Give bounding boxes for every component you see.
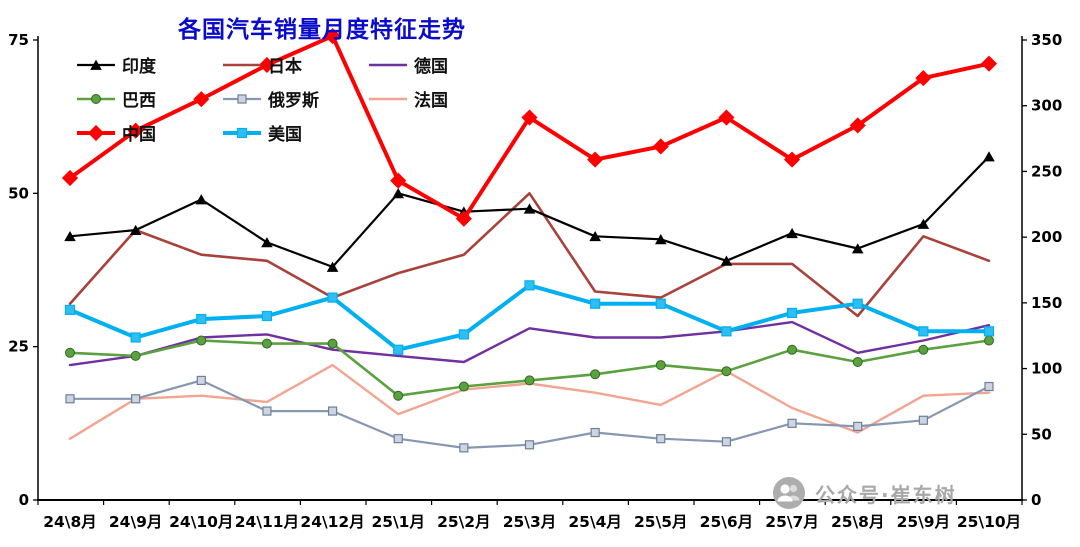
series-俄罗斯 <box>65 375 994 453</box>
svg-text:25\4月: 25\4月 <box>568 513 622 531</box>
svg-text:75: 75 <box>8 31 29 49</box>
series-中国 <box>61 27 998 227</box>
legend-label-russia: 俄罗斯 <box>268 91 319 111</box>
svg-text:25\1月: 25\1月 <box>371 513 425 531</box>
svg-text:0: 0 <box>1031 491 1041 509</box>
svg-text:25: 25 <box>8 338 29 356</box>
legend-label-china: 中国 <box>122 125 156 145</box>
legend-label-france: 法国 <box>414 91 448 111</box>
series-美国 <box>64 280 995 355</box>
legend-item-china: 中国 <box>76 120 222 145</box>
svg-text:50: 50 <box>1031 425 1052 443</box>
russia-line-swatch <box>223 93 261 104</box>
france-line-swatch <box>369 97 407 100</box>
svg-text:0: 0 <box>19 491 29 509</box>
svg-text:100: 100 <box>1031 360 1062 378</box>
people-icon <box>773 477 805 509</box>
india-line-swatch <box>77 59 115 70</box>
svg-text:24\9月: 24\9月 <box>109 513 163 531</box>
legend-item-us: 美国 <box>222 120 368 145</box>
svg-text:24\8月: 24\8月 <box>43 513 97 531</box>
legend-label-india: 印度 <box>122 57 156 77</box>
japan-line-swatch <box>223 63 261 66</box>
legend-item-france: 法国 <box>368 86 538 111</box>
series-印度 <box>64 151 995 272</box>
chart-title: 各国汽车销量月度特征走势 <box>178 17 466 43</box>
germany-line-swatch <box>369 63 407 66</box>
svg-text:25\9月: 25\9月 <box>897 513 951 531</box>
svg-text:25\6月: 25\6月 <box>700 513 754 531</box>
svg-text:25\10月: 25\10月 <box>957 513 1021 531</box>
svg-text:300: 300 <box>1031 97 1062 115</box>
watermark: 公众号·崔东树 <box>772 476 957 510</box>
series-日本 <box>68 192 991 318</box>
svg-text:50: 50 <box>8 184 29 202</box>
svg-text:200: 200 <box>1031 228 1062 246</box>
svg-text:25\8月: 25\8月 <box>831 513 885 531</box>
svg-text:25\5月: 25\5月 <box>634 513 688 531</box>
svg-text:25\2月: 25\2月 <box>437 513 491 531</box>
legend-item-india: 印度 <box>76 52 222 77</box>
legend-item-germany: 德国 <box>368 52 538 77</box>
svg-text:250: 250 <box>1031 162 1062 180</box>
series-巴西 <box>65 335 994 401</box>
svg-text:350: 350 <box>1031 31 1062 49</box>
legend-label-brazil: 巴西 <box>122 91 156 111</box>
svg-text:25\3月: 25\3月 <box>503 513 557 531</box>
us-line-swatch <box>223 127 261 138</box>
legend: 印度 日本 德国 巴西 俄罗斯 法国 中国 美国 <box>76 52 538 145</box>
legend-label-us: 美国 <box>268 125 302 145</box>
watermark-text: 公众号·崔东树 <box>815 482 957 507</box>
svg-text:24\11月: 24\11月 <box>235 513 299 531</box>
legend-label-japan: 日本 <box>268 57 302 77</box>
series-德国 <box>68 320 991 367</box>
svg-text:24\12月: 24\12月 <box>300 513 364 531</box>
china-line-swatch <box>77 124 115 141</box>
brazil-line-swatch <box>77 93 115 104</box>
legend-item-brazil: 巴西 <box>76 86 222 111</box>
svg-text:25\7月: 25\7月 <box>765 513 819 531</box>
legend-item-russia: 俄罗斯 <box>222 86 368 111</box>
svg-text:150: 150 <box>1031 294 1062 312</box>
legend-label-germany: 德国 <box>414 57 448 77</box>
svg-text:24\10月: 24\10月 <box>169 513 233 531</box>
legend-item-japan: 日本 <box>222 52 368 77</box>
